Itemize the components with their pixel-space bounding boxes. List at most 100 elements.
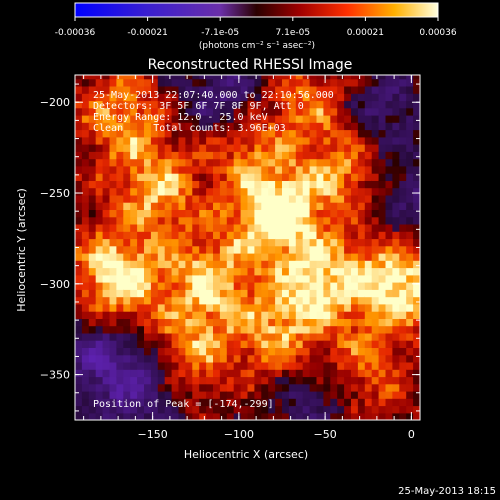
heatmap-cell (213, 347, 221, 356)
heatmap-cell (406, 194, 414, 203)
heatmap-cell (261, 376, 269, 385)
heatmap-cell (116, 340, 124, 348)
heatmap-cell (240, 173, 249, 181)
heatmap-cell (406, 390, 414, 399)
heatmap-cell (364, 223, 373, 232)
heatmap-cell (130, 361, 138, 370)
heatmap-cell (192, 78, 200, 87)
heatmap-cell (399, 412, 407, 420)
heatmap-cell (116, 223, 124, 232)
heatmap-cell (102, 165, 111, 174)
heatmap-cell (144, 282, 152, 290)
heatmap-cell (178, 354, 186, 363)
heatmap-cell (240, 194, 249, 203)
heatmap-cell (130, 187, 138, 196)
y-tick-label: −300 (40, 278, 70, 291)
heatmap-cell (116, 390, 124, 399)
heatmap-cell (323, 209, 331, 218)
heatmap-cell (385, 114, 393, 123)
heatmap-cell (247, 100, 255, 109)
heatmap-cell (75, 369, 83, 378)
colorbar-tick-label: -0.00036 (55, 28, 96, 38)
heatmap-cell (378, 267, 387, 276)
colorbar-tick-label: 7.1e-05 (276, 28, 311, 38)
heatmap-cell (261, 75, 269, 80)
heatmap-cell (88, 180, 97, 189)
heatmap-cell (206, 144, 214, 152)
heatmap-cell (137, 252, 145, 261)
heatmap-cell (392, 173, 400, 181)
heatmap-cell (109, 412, 117, 420)
heatmap-cell (406, 122, 414, 131)
heatmap-cell (88, 231, 97, 240)
heatmap-cell (206, 114, 214, 123)
heatmap-cell (240, 289, 249, 298)
heatmap-cell (95, 252, 104, 261)
heatmap-cell (206, 151, 214, 160)
heatmap-cell (144, 129, 152, 138)
heatmap-cell (116, 318, 124, 327)
heatmap-cell (144, 194, 152, 203)
heatmap-cell (178, 78, 186, 87)
heatmap-cell (385, 398, 393, 407)
heatmap-cell (213, 405, 221, 414)
heatmap-cell (75, 311, 83, 319)
heatmap-cell (157, 390, 166, 399)
heatmap-cell (240, 318, 249, 327)
heatmap-cell (344, 260, 352, 269)
heatmap-cell (144, 245, 152, 254)
heatmap-cell (150, 194, 159, 203)
heatmap-cell (302, 223, 311, 232)
heatmap-cell (219, 340, 228, 348)
heatmap-cell (275, 238, 283, 247)
heatmap-cell (116, 332, 124, 341)
heatmap-cell (150, 187, 159, 196)
heatmap-cell (240, 267, 249, 276)
heatmap-cell (192, 252, 200, 261)
heatmap-cell (75, 354, 83, 363)
heatmap-cell (109, 282, 117, 290)
heatmap-cell (282, 194, 290, 203)
heatmap-cell (109, 75, 117, 80)
heatmap-cell (130, 151, 138, 160)
heatmap-cell (282, 347, 290, 356)
heatmap-cell (130, 209, 138, 218)
heatmap-cell (357, 296, 366, 305)
heatmap-cell (247, 122, 255, 131)
heatmap-cell (413, 85, 420, 94)
heatmap-cell (123, 114, 131, 123)
heatmap-cell (157, 354, 166, 363)
heatmap-cell (130, 405, 138, 414)
heatmap-cell (364, 252, 373, 261)
heatmap-cell (219, 129, 228, 138)
heatmap-cell (116, 209, 124, 218)
heatmap-cell (323, 187, 331, 196)
heatmap-cell (254, 332, 262, 341)
heatmap-cell (323, 78, 331, 87)
heatmap-cell (302, 296, 311, 305)
heatmap-cell (150, 325, 159, 334)
heatmap-cell (371, 325, 380, 334)
heatmap-cell (378, 311, 387, 319)
heatmap-cell (378, 383, 387, 392)
heatmap-cell (254, 340, 262, 348)
heatmap-cell (330, 165, 338, 174)
heatmap-cell (295, 151, 304, 160)
heatmap-cell (344, 296, 352, 305)
heatmap-cell (330, 252, 338, 261)
heatmap-cell (192, 369, 200, 378)
heatmap-cell (233, 107, 242, 116)
heatmap-cell (185, 165, 193, 174)
heatmap-cell (371, 303, 380, 312)
heatmap-cell (192, 325, 200, 334)
heatmap-cell (109, 325, 117, 334)
heatmap-cell (157, 340, 166, 348)
heatmap-cell (330, 405, 338, 414)
heatmap-cell (316, 405, 324, 414)
heatmap-cell (392, 93, 400, 102)
heatmap-cell (95, 398, 104, 407)
heatmap-cell (351, 107, 359, 116)
heatmap-cell (219, 354, 228, 363)
heatmap-cell (199, 383, 207, 392)
heatmap-cell (295, 194, 304, 203)
